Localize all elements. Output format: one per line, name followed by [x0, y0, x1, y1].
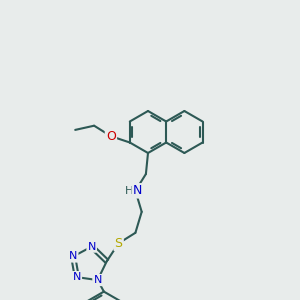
Text: N: N — [133, 184, 142, 197]
Text: N: N — [69, 251, 77, 262]
Text: H: H — [125, 186, 134, 196]
Text: O: O — [106, 130, 116, 143]
Text: N: N — [88, 242, 96, 252]
Text: S: S — [115, 237, 123, 250]
Text: N: N — [73, 272, 81, 282]
Text: N: N — [93, 275, 102, 285]
